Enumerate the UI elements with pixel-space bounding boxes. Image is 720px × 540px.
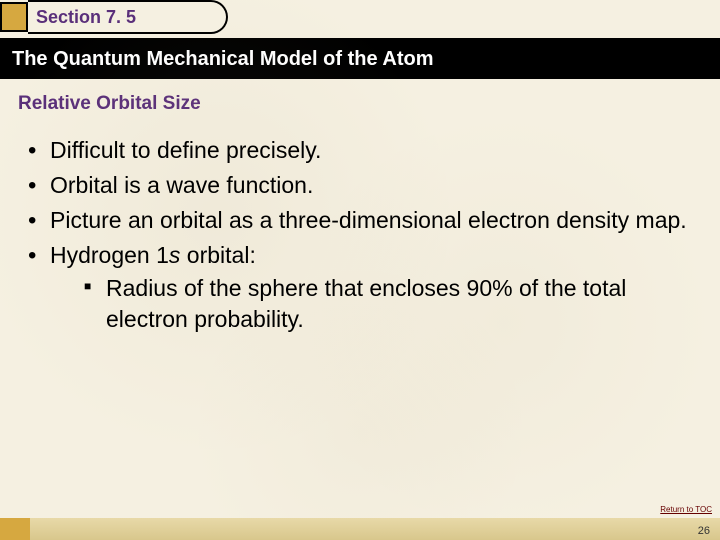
section-tab: Section 7. 5 (28, 0, 228, 34)
title-bar: The Quantum Mechanical Model of the Atom (0, 38, 720, 79)
section-label: Section 7. 5 (36, 7, 136, 28)
subtitle: Relative Orbital Size (0, 79, 720, 121)
bullet4-suffix: orbital: (180, 242, 255, 268)
page-title: The Quantum Mechanical Model of the Atom (12, 48, 434, 70)
section-gold-box (0, 2, 28, 32)
bullet-item: Difficult to define precisely. (22, 135, 698, 166)
bullet-item: Picture an orbital as a three-dimensiona… (22, 205, 698, 236)
page-number: 26 (698, 525, 710, 537)
bullet-item: Hydrogen 1s orbital: Radius of the spher… (22, 240, 698, 335)
bottom-left-gold-box (0, 518, 30, 540)
content-area: Difficult to define precisely. Orbital i… (0, 121, 720, 335)
bullet-item: Orbital is a wave function. (22, 170, 698, 201)
section-tab-container: Section 7. 5 (0, 0, 720, 36)
bullet4-italic: s (169, 242, 181, 268)
bottom-strip (0, 518, 720, 540)
return-to-toc-link[interactable]: Return to TOC (660, 505, 712, 514)
sub-bullet-item: Radius of the sphere that encloses 90% o… (50, 273, 698, 335)
bullet4-prefix: Hydrogen 1 (50, 242, 169, 268)
bullet-list: Difficult to define precisely. Orbital i… (22, 135, 698, 335)
sub-bullet-list: Radius of the sphere that encloses 90% o… (50, 273, 698, 335)
